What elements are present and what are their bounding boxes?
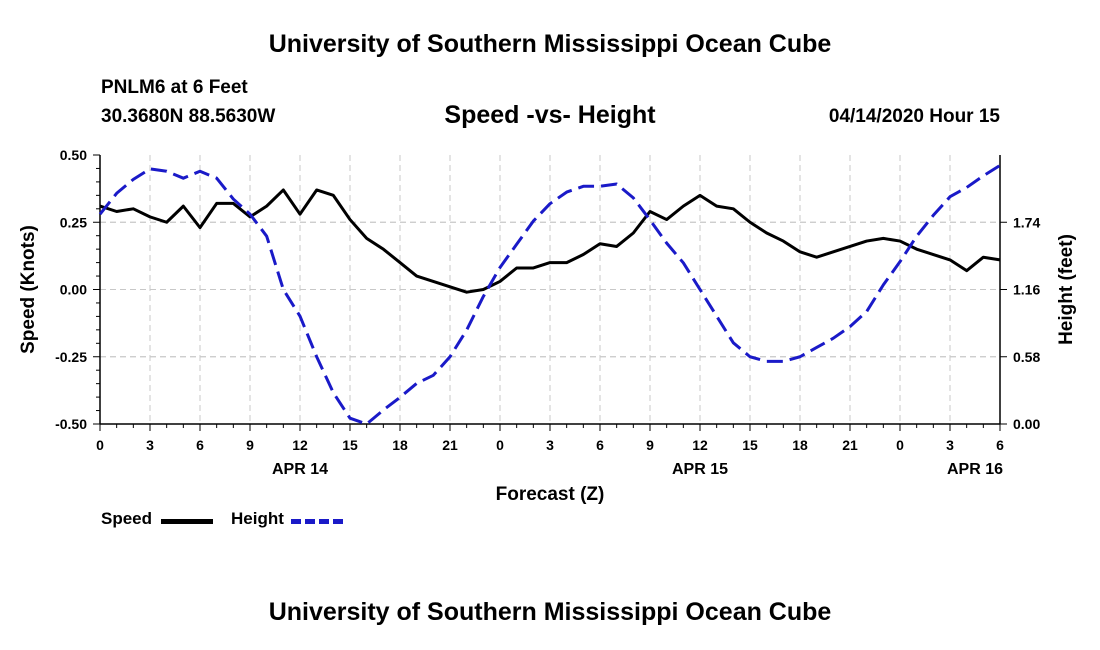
y2-tick-label: 1.74 [1013,214,1040,230]
chart-title: Speed -vs- Height [444,101,656,129]
footer-title: University of Southern Mississippi Ocean… [268,598,832,626]
x-tick-label: 3 [546,437,554,453]
coordinates-label: 30.3680N 88.5630W [101,106,276,127]
forecast-datetime: 04/14/2020 Hour 15 [828,106,1000,127]
y2-tick-label: 0.58 [1013,349,1040,365]
y-tick-label: -0.50 [55,416,87,432]
x-tick-label: 18 [792,437,808,453]
x-tick-label: 6 [196,437,204,453]
legend-speed-label: Speed [101,509,153,528]
y2-axis-title: Height (feet) [1056,234,1077,345]
x-tick-label: 12 [292,437,308,453]
legend-height-swatch [291,519,343,524]
x-tick-label: 21 [842,437,858,453]
y2-tick-label: 0.00 [1013,416,1040,432]
y-axis-title: Speed (Knots) [18,225,39,354]
y-tick-label: 0.50 [60,147,87,163]
x-tick-label: 0 [96,437,104,453]
x-tick-label: 3 [146,437,154,453]
y-tick-label: 0.25 [60,214,87,230]
x-tick-label: 6 [996,437,1004,453]
x-axis-title: Forecast (Z) [496,484,605,505]
x-tick-label: 6 [596,437,604,453]
x-tick-label: 0 [496,437,504,453]
y-tick-label: 0.00 [60,282,87,298]
x-tick-label: 12 [692,437,708,453]
date-label: APR 14 [272,461,328,478]
x-tick-label: 15 [342,437,358,453]
date-label: APR 15 [672,461,728,478]
x-tick-label: 3 [946,437,954,453]
x-tick-label: 18 [392,437,408,453]
station-label: PNLM6 at 6 Feet [101,77,248,98]
x-tick-label: 9 [246,437,254,453]
speed-series-line [99,188,1001,294]
x-tick-label: 21 [442,437,458,453]
date-label: APR 16 [947,461,1003,478]
header-title: University of Southern Mississippi Ocean… [268,30,832,58]
height-series-line [98,164,1001,426]
x-tick-label: 9 [646,437,654,453]
y-tick-label: -0.25 [55,349,87,365]
x-tick-label: 15 [742,437,758,453]
legend-speed-swatch [161,519,213,524]
x-tick-label: 0 [896,437,904,453]
legend-height-label: Height [231,509,284,528]
y2-tick-label: 1.16 [1013,282,1040,298]
